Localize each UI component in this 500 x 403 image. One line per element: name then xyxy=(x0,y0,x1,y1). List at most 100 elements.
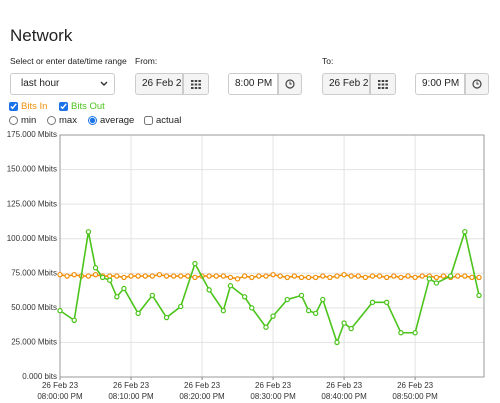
clock-icon xyxy=(285,79,295,89)
data-point xyxy=(121,274,127,281)
dropdown-arrow xyxy=(100,81,108,86)
data-point xyxy=(206,287,212,293)
to-calendar-button[interactable] xyxy=(370,73,396,95)
legend-label: Bits In xyxy=(21,100,48,112)
mode-label: max xyxy=(59,114,77,126)
data-point xyxy=(298,274,305,281)
from-calendar-button[interactable] xyxy=(183,73,209,95)
data-point xyxy=(85,229,92,235)
mode-option[interactable]: min xyxy=(9,114,36,126)
page-title: Network xyxy=(10,26,73,45)
data-point xyxy=(57,271,63,278)
checkbox[interactable] xyxy=(9,101,18,111)
range-select[interactable]: last hour xyxy=(10,73,115,95)
actual-option[interactable]: actual xyxy=(144,114,181,126)
data-point xyxy=(298,292,305,299)
from-date[interactable]: 26 Feb 23 xyxy=(135,73,183,95)
y-tick-label: 175.000 Mbits xyxy=(7,130,57,139)
data-point xyxy=(320,273,326,279)
data-point xyxy=(433,280,440,286)
mode-option[interactable]: max xyxy=(47,114,77,126)
data-point xyxy=(312,310,319,317)
data-point xyxy=(178,273,184,279)
data-point xyxy=(192,260,198,267)
data-point xyxy=(455,273,461,279)
data-point xyxy=(114,294,120,300)
data-point xyxy=(384,274,390,281)
data-point xyxy=(156,271,163,278)
data-point xyxy=(71,271,77,278)
radio[interactable] xyxy=(47,115,56,125)
data-point xyxy=(405,273,411,279)
to-label: To: xyxy=(322,56,334,66)
mode-label: average xyxy=(100,114,135,126)
data-point xyxy=(412,274,418,281)
data-point xyxy=(348,325,354,332)
from-clock-button[interactable] xyxy=(278,73,302,95)
series-toggle[interactable]: Bits In xyxy=(9,100,47,112)
data-point xyxy=(462,273,468,279)
data-point xyxy=(462,229,468,235)
data-point xyxy=(348,273,354,279)
data-point xyxy=(92,271,99,278)
data-point xyxy=(355,273,361,279)
data-point xyxy=(71,317,77,324)
y-tick-label: 50.000 Mbits xyxy=(11,303,57,312)
data-point xyxy=(149,292,156,299)
x-tick-label: 26 Feb 23 08:20:00 PM xyxy=(179,381,225,401)
data-point xyxy=(107,277,113,283)
data-point xyxy=(291,273,298,279)
data-point xyxy=(135,273,141,279)
data-point xyxy=(447,273,454,279)
to-time[interactable]: 9:00 PM xyxy=(415,73,465,95)
actual-label: actual xyxy=(156,114,182,126)
data-point xyxy=(376,273,383,279)
data-point xyxy=(178,303,184,310)
data-point xyxy=(284,274,290,281)
radio[interactable] xyxy=(88,115,97,125)
data-point xyxy=(284,296,290,303)
mode-label: min xyxy=(21,114,37,126)
y-tick-label: 0.000 bits xyxy=(22,372,57,381)
radio[interactable] xyxy=(9,115,18,125)
data-point xyxy=(270,313,276,319)
series-toggle[interactable]: Bits Out xyxy=(59,100,105,112)
x-tick-label: 26 Feb 23 08:00:00 PM xyxy=(37,381,83,401)
data-point xyxy=(185,273,191,279)
data-point xyxy=(369,299,376,306)
data-point xyxy=(305,307,312,314)
data-point xyxy=(92,265,99,271)
data-point xyxy=(163,314,170,321)
data-point xyxy=(85,273,92,279)
from-time[interactable]: 8:00 PM xyxy=(228,73,278,95)
data-point xyxy=(391,273,397,279)
data-point xyxy=(263,273,269,279)
data-point xyxy=(277,273,283,279)
chart-svg: 0.000 bits 25.000 Mbits 50.000 Mbits 75.000… xyxy=(7,130,485,381)
x-tick-label: 26 Feb 23 08:10:00 PM xyxy=(108,381,154,401)
data-point xyxy=(241,273,248,279)
from-label: From: xyxy=(135,56,158,66)
data-point xyxy=(170,273,177,279)
to-clock-button[interactable] xyxy=(465,73,489,95)
to-date[interactable]: 26 Feb 23 xyxy=(322,73,370,95)
data-point xyxy=(426,276,433,282)
checkbox[interactable] xyxy=(144,115,153,125)
data-point xyxy=(305,274,312,281)
data-point xyxy=(249,305,255,311)
calendar-icon xyxy=(191,79,201,89)
data-point xyxy=(440,273,447,279)
data-point xyxy=(142,273,148,279)
mode-option[interactable]: average xyxy=(88,114,134,126)
data-point xyxy=(469,274,475,281)
data-point xyxy=(384,299,390,306)
checkbox[interactable] xyxy=(59,101,68,111)
data-point xyxy=(220,273,227,279)
x-tick-label: 26 Feb 23 08:50:00 PM xyxy=(392,381,438,401)
data-point xyxy=(433,274,440,281)
data-point xyxy=(220,307,227,314)
data-point xyxy=(419,273,425,279)
data-point xyxy=(270,271,276,278)
data-point xyxy=(135,310,141,317)
y-tick-label: 150.000 Mbits xyxy=(7,165,57,174)
